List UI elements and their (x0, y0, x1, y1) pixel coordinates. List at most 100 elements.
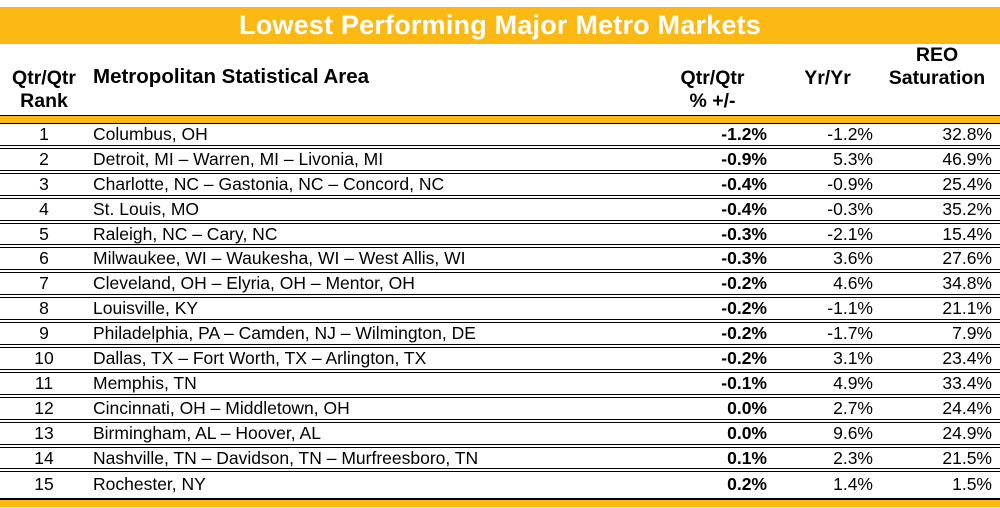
col-header-qtrqtr-line2: % +/- (689, 90, 736, 112)
reo-saturation-cell: 21.1% (942, 298, 992, 319)
table-title: Lowest Performing Major Metro Markets (239, 10, 761, 40)
rank-cell: 7 (39, 273, 49, 294)
yryr-cell: 2.7% (833, 397, 873, 418)
table-bottom-band (0, 497, 1000, 507)
msa-cell: Milwaukee, WI – Waukesha, WI – West Alli… (93, 248, 466, 269)
table-row: 6 Milwaukee, WI – Waukesha, WI – West Al… (0, 248, 1000, 274)
rank-cell: 14 (34, 447, 54, 468)
qtrqtr-change-cell: -0.2% (721, 347, 767, 368)
qtrqtr-change-cell: 0.0% (727, 422, 767, 443)
table-row: 14 Nashville, TN – Davidson, TN – Murfre… (0, 448, 1000, 473)
reo-saturation-cell: 21.5% (942, 447, 992, 468)
yryr-cell: 3.6% (833, 248, 873, 269)
qtrqtr-change-cell: -0.2% (721, 298, 767, 319)
msa-cell: St. Louis, MO (93, 198, 200, 219)
msa-cell: Rochester, NY (93, 474, 206, 495)
yryr-cell: 4.9% (833, 372, 873, 393)
reo-saturation-cell: 24.4% (942, 397, 992, 418)
rank-cell: 12 (34, 397, 54, 418)
rank-cell: 4 (39, 198, 49, 219)
yryr-cell: -0.3% (827, 198, 873, 219)
col-header-yryr: Yr/Yr (775, 44, 880, 115)
msa-cell: Charlotte, NC – Gastonia, NC – Concord, … (93, 173, 445, 194)
col-header-rank: Qtr/Qtr Rank (0, 44, 88, 115)
qtrqtr-change-cell: 0.0% (727, 397, 767, 418)
yryr-cell: -1.1% (827, 298, 873, 319)
reo-saturation-cell: 23.4% (942, 347, 992, 368)
yryr-cell: 9.6% (833, 422, 873, 443)
yryr-cell: -1.7% (827, 323, 873, 344)
reo-saturation-cell: 32.8% (942, 123, 992, 144)
msa-cell: Memphis, TN (93, 372, 197, 393)
msa-cell: Raleigh, NC – Cary, NC (93, 223, 278, 244)
qtrqtr-change-cell: -0.9% (721, 148, 767, 169)
msa-cell: Detroit, MI – Warren, MI – Livonia, MI (93, 148, 384, 169)
yryr-cell: 3.1% (833, 347, 873, 368)
yryr-cell: 5.3% (833, 148, 873, 169)
msa-cell: Philadelphia, PA – Camden, NJ – Wilmingt… (93, 323, 476, 344)
rank-cell: 2 (39, 148, 49, 169)
table-row: 8 Louisville, KY -0.2% -1.1% 21.1% (0, 298, 1000, 324)
msa-cell: Cleveland, OH – Elyria, OH – Mentor, OH (93, 273, 415, 294)
msa-cell: Dallas, TX – Fort Worth, TX – Arlington,… (93, 347, 427, 368)
qtrqtr-change-cell: -0.2% (721, 323, 767, 344)
reo-saturation-cell: 46.9% (942, 148, 992, 169)
qtrqtr-change-cell: 0.2% (727, 474, 767, 495)
table-row: 10 Dallas, TX – Fort Worth, TX – Arlingt… (0, 348, 1000, 373)
msa-cell: Nashville, TN – Davidson, TN – Murfreesb… (93, 447, 479, 468)
table-row: 7 Cleveland, OH – Elyria, OH – Mentor, O… (0, 273, 1000, 299)
qtrqtr-change-cell: -0.1% (721, 372, 767, 393)
table-row: 12 Cincinnati, OH – Middletown, OH 0.0% … (0, 398, 1000, 423)
table-row: 15 Rochester, NY 0.2% 1.4% 1.5% (0, 472, 1000, 497)
yryr-cell: -1.2% (827, 123, 873, 144)
reo-saturation-cell: 24.9% (942, 422, 992, 443)
col-header-msa-label: Metropolitan Statistical Area (93, 65, 370, 88)
rank-cell: 6 (39, 248, 49, 269)
yryr-cell: 4.6% (833, 273, 873, 294)
table-row: 4 St. Louis, MO -0.4% -0.3% 35.2% (0, 199, 1000, 224)
rank-cell: 10 (34, 347, 54, 368)
reo-saturation-cell: 1.5% (952, 474, 992, 495)
table-row: 11 Memphis, TN -0.1% 4.9% 33.4% (0, 373, 1000, 398)
col-header-yryr-label: Yr/Yr (804, 67, 851, 89)
rank-cell: 15 (34, 474, 54, 495)
yryr-cell: -0.9% (827, 173, 873, 194)
col-header-msa: Metropolitan Statistical Area (88, 44, 650, 115)
col-header-qtrqtr-change: Qtr/Qtr % +/- (650, 44, 775, 115)
msa-cell: Columbus, OH (93, 123, 208, 144)
rank-cell: 9 (39, 323, 49, 344)
table-row: 13 Birmingham, AL – Hoover, AL 0.0% 9.6%… (0, 423, 1000, 448)
table-body: 1 Columbus, OH -1.2% -1.2% 32.8% 2 Detro… (0, 124, 1000, 497)
qtrqtr-change-cell: 0.1% (727, 447, 767, 468)
yryr-cell: 2.3% (833, 447, 873, 468)
qtrqtr-change-cell: -0.2% (721, 273, 767, 294)
reo-saturation-cell: 25.4% (942, 173, 992, 194)
rank-cell: 13 (34, 422, 54, 443)
reo-saturation-cell: 27.6% (942, 248, 992, 269)
rank-cell: 11 (34, 372, 54, 393)
col-header-rank-line2: Rank (20, 90, 68, 112)
reo-saturation-cell: 7.9% (952, 323, 992, 344)
header-separator-band (0, 115, 1000, 124)
table-row: 9 Philadelphia, PA – Camden, NJ – Wilmin… (0, 323, 1000, 349)
col-header-qtrqtr-line1: Qtr/Qtr (680, 67, 745, 89)
col-header-reo-line2: Saturation (888, 67, 986, 89)
qtrqtr-change-cell: -0.4% (721, 198, 767, 219)
table-row: 2 Detroit, MI – Warren, MI – Livonia, MI… (0, 149, 1000, 174)
reo-saturation-cell: 34.8% (942, 273, 992, 294)
qtrqtr-change-cell: -0.3% (721, 223, 767, 244)
msa-cell: Birmingham, AL – Hoover, AL (93, 422, 321, 443)
table-title-bar: Lowest Performing Major Metro Markets (0, 7, 1000, 44)
reo-saturation-cell: 35.2% (942, 198, 992, 219)
table-header-row: Qtr/Qtr Rank Metropolitan Statistical Ar… (0, 44, 1000, 115)
qtrqtr-change-cell: -0.3% (721, 248, 767, 269)
col-header-reo-line1: REO (915, 44, 959, 66)
rank-cell: 8 (39, 298, 49, 319)
qtrqtr-change-cell: -0.4% (721, 173, 767, 194)
reo-saturation-cell: 15.4% (942, 223, 992, 244)
reo-saturation-cell: 33.4% (942, 372, 992, 393)
table-row: 1 Columbus, OH -1.2% -1.2% 32.8% (0, 124, 1000, 149)
rank-cell: 5 (39, 223, 49, 244)
msa-cell: Cincinnati, OH – Middletown, OH (93, 397, 350, 418)
yryr-cell: 1.4% (833, 474, 873, 495)
